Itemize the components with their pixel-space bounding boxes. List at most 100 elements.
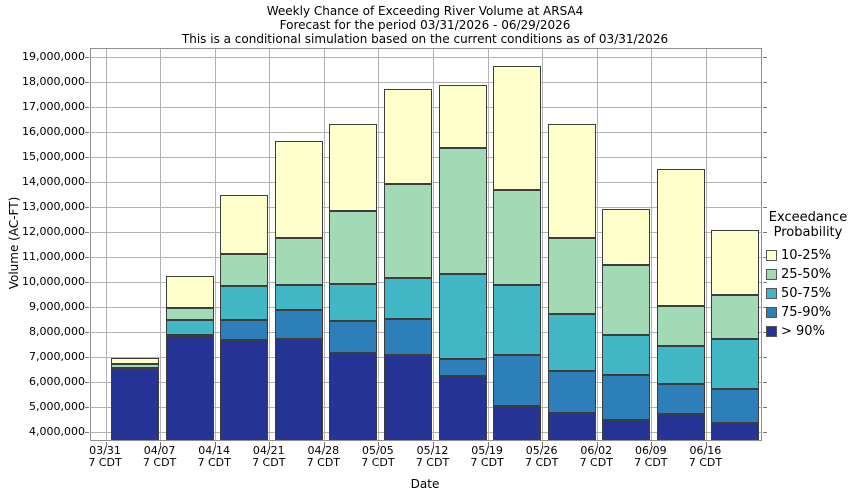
x-tick [269, 442, 271, 446]
x-tick-label: 05/05 7 CDT [361, 445, 394, 469]
y-tick-right [763, 107, 767, 109]
x-tick-date: 06/09 [634, 444, 667, 457]
x-tick-time: 7 CDT [361, 456, 395, 469]
y-tick-right [763, 307, 767, 309]
y-tick-right [763, 157, 767, 159]
x-tick-label: 04/07 7 CDT [143, 445, 176, 469]
x-tick-time: 7 CDT [306, 456, 341, 469]
y-tick-label: 14,000,000 [22, 175, 85, 189]
x-tick-label: 06/02 7 CDT [580, 445, 613, 469]
bar-segment [274, 310, 323, 339]
x-gridline [323, 49, 325, 440]
x-gridline [542, 49, 544, 440]
y-tick-left [85, 232, 89, 234]
chart-title-line3: This is a conditional simulation based o… [181, 32, 669, 46]
bar-segment [383, 355, 432, 440]
bar-segment [711, 230, 760, 296]
chart-title-line1: Weekly Chance of Exceeding River Volume … [266, 4, 584, 18]
y-tick-left [85, 157, 89, 159]
x-tick [487, 442, 489, 446]
x-tick [105, 442, 107, 446]
bar-segment [329, 211, 378, 284]
legend-swatch [766, 269, 777, 280]
bar-segment [656, 306, 705, 347]
x-tick-label: 05/12 7 CDT [416, 445, 449, 469]
y-tick-left [85, 382, 89, 384]
y-tick-left [85, 182, 89, 184]
x-gridline [269, 49, 271, 440]
bar-segment [711, 388, 760, 423]
x-tick-time: 7 CDT [470, 456, 504, 469]
y-tick-left [85, 307, 89, 309]
x-tick-time: 7 CDT [415, 456, 450, 469]
x-tick [651, 442, 653, 446]
y-tick-right [763, 282, 767, 284]
y-tick-label: 6,000,000 [29, 375, 85, 389]
y-gridline [91, 57, 761, 59]
bar-segment [493, 406, 542, 440]
bar-segment [111, 368, 160, 440]
bar-segment [547, 123, 596, 238]
x-tick-label: 04/14 7 CDT [197, 445, 230, 469]
x-tick-date: 05/26 [525, 444, 558, 457]
y-tick-label: 11,000,000 [22, 250, 85, 264]
bar-segment [602, 208, 651, 266]
bar-segment [656, 413, 705, 440]
y-tick-left [85, 282, 89, 284]
bar-segment [220, 320, 269, 341]
legend-label: 10-25% [781, 248, 832, 263]
y-tick-label: 7,000,000 [29, 350, 85, 364]
y-gridline [91, 82, 761, 84]
bar-segment [220, 286, 269, 321]
bar-segment [329, 352, 378, 440]
x-tick-time: 7 CDT [252, 456, 286, 469]
bar-segment [711, 295, 760, 339]
legend-entry: 10-25% [766, 246, 850, 265]
x-tick-time: 7 CDT [688, 456, 723, 469]
x-tick-date: 05/05 [362, 444, 394, 457]
x-tick-date: 06/16 [689, 444, 722, 457]
y-tick-left [85, 132, 89, 134]
bar-segment [493, 66, 542, 191]
y-tick-left [85, 332, 89, 334]
y-tick-right [763, 407, 767, 409]
bar-segment [165, 335, 214, 338]
x-tick-date: 03/31 [89, 444, 121, 457]
x-tick-label: 05/19 7 CDT [470, 445, 503, 469]
x-tick [433, 442, 434, 446]
bar-segment [274, 285, 323, 311]
x-tick-date: 04/07 [143, 444, 176, 457]
legend-swatch [766, 326, 777, 337]
legend-entries: 10-25% 25-50% 50-75% 75-90% > 90% [766, 246, 850, 341]
bar-segment [711, 422, 760, 440]
bar-segment [602, 335, 651, 376]
bar-segment [656, 168, 705, 307]
bar-segment [274, 237, 323, 286]
y-tick-right [763, 382, 767, 384]
bar-segment [493, 355, 542, 407]
legend-entry: 75-90% [766, 303, 850, 322]
chart-title-line2: Forecast for the period 03/31/2026 - 06/… [279, 18, 571, 32]
y-tick-label: 5,000,000 [29, 400, 85, 414]
bar-segment [165, 336, 214, 440]
x-tick-time: 7 CDT [579, 456, 613, 469]
y-tick-left [85, 82, 89, 84]
y-tick-left [85, 107, 89, 109]
bar-segment [165, 320, 214, 336]
x-tick [323, 442, 325, 446]
bar-segment [383, 318, 432, 356]
x-tick-date: 04/28 [307, 444, 340, 457]
bar-segment [438, 358, 487, 377]
bar-segment [493, 285, 542, 356]
bar-segment [493, 190, 542, 286]
y-tick-label: 12,000,000 [22, 225, 85, 239]
bar-segment [602, 420, 651, 440]
x-tick-date: 04/14 [198, 444, 230, 457]
x-tick-date: 05/19 [471, 444, 503, 457]
x-tick-label: 06/16 7 CDT [689, 445, 722, 469]
x-tick-label: 04/28 7 CDT [307, 445, 340, 469]
y-tick-right [763, 57, 767, 59]
x-tick-time: 7 CDT [524, 456, 559, 469]
bar-segment [438, 376, 487, 440]
bar-segment [547, 237, 596, 314]
